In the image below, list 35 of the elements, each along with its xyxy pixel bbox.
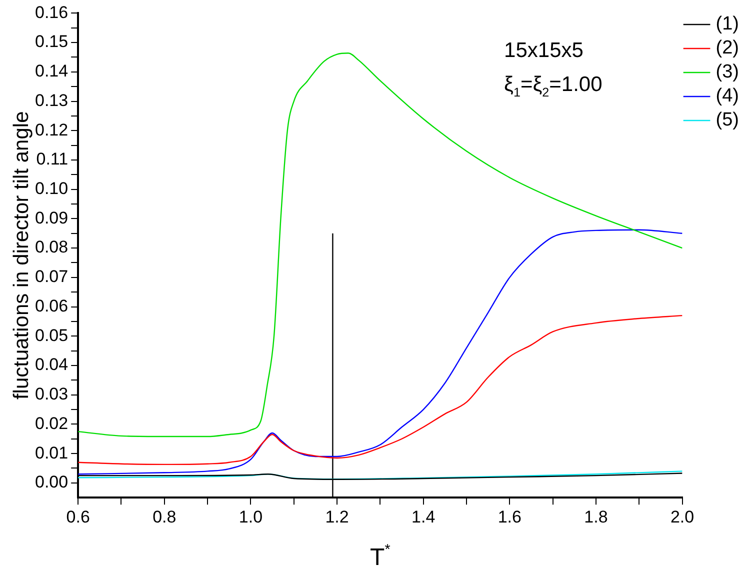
y-tick-label: 0.11 xyxy=(36,150,68,169)
y-tick-label: 0.10 xyxy=(34,179,68,198)
legend-label: (3) xyxy=(716,62,740,83)
y-tick-label: 0.09 xyxy=(34,208,68,228)
y-axis-title: fluctuations in director tilt angle xyxy=(10,111,33,400)
x-tick-label: 1.6 xyxy=(498,507,522,526)
y-tick-label: 0.03 xyxy=(34,384,68,404)
y-tick-label: 0.13 xyxy=(34,90,68,110)
y-tick-label: 0.16 xyxy=(34,2,68,22)
y-tick-label: 0.05 xyxy=(34,326,68,345)
x-tick-label: 2.0 xyxy=(670,507,694,526)
y-tick-label: 0.14 xyxy=(34,62,68,81)
x-tick-label: 1.2 xyxy=(325,507,349,526)
x-tick-label: 1.4 xyxy=(412,507,436,526)
y-tick-label: 0.08 xyxy=(34,238,68,257)
x-tick-label: 1.0 xyxy=(238,507,263,526)
x-tick-label: 0.6 xyxy=(66,507,90,526)
y-tick-label: 0.01 xyxy=(34,443,68,462)
line-series xyxy=(78,229,682,475)
y-tick-label: 0.07 xyxy=(34,267,68,286)
annotation: 15x15x5 xyxy=(504,39,584,62)
y-tick-label: 0.00 xyxy=(34,472,68,492)
x-tick-label: 1.8 xyxy=(584,507,608,526)
legend-label: (4) xyxy=(716,86,740,107)
y-tick-label: 0.15 xyxy=(34,32,68,52)
y-tick-label: 0.12 xyxy=(34,120,68,140)
legend-label: (2) xyxy=(716,38,740,59)
x-tick-label: 0.8 xyxy=(152,507,176,526)
y-tick-label: 0.04 xyxy=(34,355,68,374)
legend-label: (5) xyxy=(716,110,740,131)
y-tick-label: 0.02 xyxy=(34,414,68,433)
line-series xyxy=(78,314,682,466)
x-axis-title: T* xyxy=(370,542,391,567)
y-tick-label: 0.06 xyxy=(34,296,68,316)
legend-label: (1) xyxy=(716,14,740,35)
